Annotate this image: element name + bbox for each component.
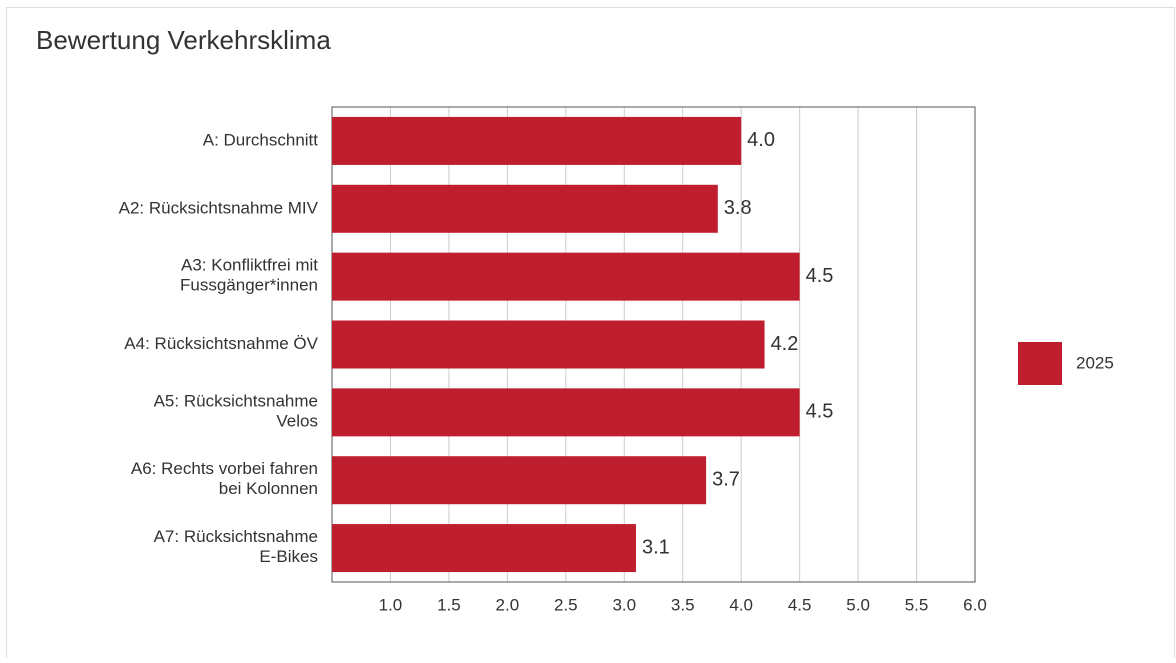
data-label: 3.8 [724,197,752,219]
bar [332,524,636,573]
y-tick-label: A5: Rücksichtsnahme Velos [154,392,318,431]
x-tick-label: 5.5 [905,595,929,614]
legend-label: 2025 [1076,353,1114,372]
y-tick-label: A2: Rücksichtsnahme MIV [119,198,319,217]
y-tick-label: A7: Rücksichtsnahme E-Bikes [154,528,318,567]
bar [332,184,718,233]
chart-title: Bewertung Verkehrsklima [36,25,331,55]
data-label: 3.7 [712,468,740,490]
x-tick-label: 1.5 [437,595,461,614]
data-label: 3.1 [642,536,670,558]
x-tick-label: 1.0 [379,595,403,614]
bar [332,388,800,437]
bar [332,252,800,301]
x-tick-label: 2.5 [554,595,578,614]
x-tick-label: 3.5 [671,595,695,614]
bar [332,456,707,505]
x-tick-label: 4.0 [729,595,753,614]
y-tick-label: A6: Rechts vorbei fahren bei Kolonnen [131,460,318,499]
data-label: 4.5 [806,265,834,287]
x-tick-label: 4.5 [788,595,812,614]
x-tick-label: 2.0 [496,595,520,614]
x-tick-label: 5.0 [846,595,870,614]
data-label: 4.0 [747,129,775,151]
x-tick-label: 6.0 [963,595,987,614]
x-tick-label: 3.0 [612,595,636,614]
bar [332,320,765,369]
y-tick-label: A3: Konfliktfrei mit Fussgänger*innen [180,256,318,295]
y-tick-label: A4: Rücksichtsnahme ÖV [124,334,318,353]
data-label: 4.2 [771,333,799,355]
bar [332,116,742,165]
data-label: 4.5 [806,401,834,423]
frame [6,7,1175,663]
y-tick-label: A: Durchschnitt [203,130,319,149]
legend-swatch [1018,342,1062,385]
